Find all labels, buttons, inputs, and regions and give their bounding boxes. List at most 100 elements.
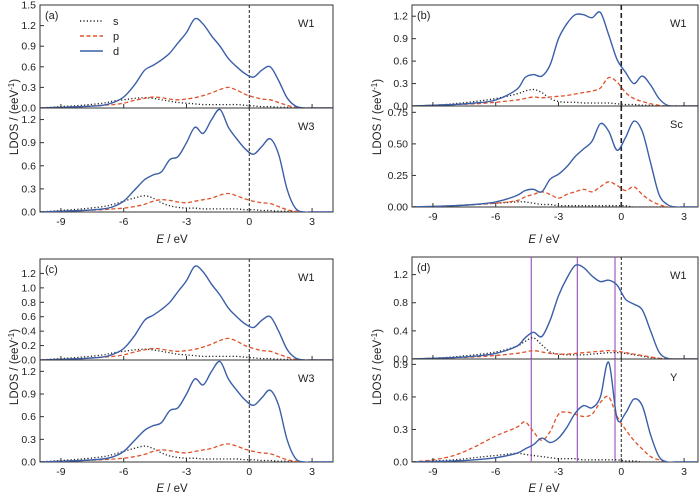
x-tick-label: -3 [182,216,191,228]
x-tick-label: -3 [182,466,191,478]
x-tick-label: -6 [491,466,500,478]
panel-label: W3 [298,121,315,133]
y-tick-label: 0.9 [393,33,408,45]
y-tick-label: 0.0 [21,355,36,367]
panel-a-w3: 0.0 0.3 0.6 0.9 1.2 -9 -6 -3 0 3 W3 [21,107,334,228]
xlabel-c: E / eV [156,483,188,495]
y-tick-label: 0.0 [21,457,36,469]
series-p-line [412,76,698,106]
series-s-line [412,337,698,359]
series-d-line [412,361,698,462]
series-s-line [40,348,333,360]
y-tick-label: 1.0 [21,282,36,294]
x-tick-label: -3 [554,211,563,223]
panel-letter: (a) [45,10,58,22]
series-d-line [412,264,698,359]
y-tick-label: 0.4 [393,325,408,337]
y-tick-label: 0.6 [21,61,36,73]
x-tick-label: 0 [246,216,252,228]
y-tick-label: 0.9 [21,41,36,53]
plot-frame [411,358,699,463]
y-tick-label: 0.0 [21,103,36,115]
series-d-line [40,360,333,462]
panel-label: Y [670,372,678,384]
series-p-line [40,86,333,108]
y-tick-label: 1.2 [393,269,408,281]
y-tick-label: 0.3 [21,183,36,195]
panel-label: Sc [670,119,683,131]
y-tick-label: 0.0 [21,207,36,219]
x-tick-label: 3 [681,211,687,223]
panel-c-w3: 0.0 0.3 0.6 0.9 1.2 -9 -6 -3 0 3 W3 [21,359,334,478]
ylabel-d: LDOS / (eeV-1) [370,329,384,405]
panel-letter: (c) [45,264,58,276]
y-tick-label: 0.8 [393,297,408,309]
y-tick-label: 0.6 [21,311,36,323]
x-tick-label: -9 [56,466,65,478]
xlabel-a: E / eV [156,234,188,246]
series-p-line [40,443,333,462]
panel-letter: (d) [417,262,430,274]
panel-label: W1 [298,272,315,284]
x-tick-label: 3 [309,466,315,478]
y-tick-label: 0.6 [21,411,36,423]
panel-a-w1: 0.0 0.3 0.6 0.9 1.2 1.5 W1 (a) [21,0,334,115]
panel-b-sc: 0.00 0.25 0.50 0.75 -9 -6 -3 0 3 Sc [388,105,699,223]
y-tick-label: 1.2 [21,20,36,32]
x-tick-label: -6 [119,216,128,228]
series-s-line [40,195,333,212]
series-p-line [40,337,333,360]
x-tick-label: -9 [428,211,437,223]
series-d-line [40,17,333,108]
x-tick-label: -3 [554,466,563,478]
y-tick-label: 0.0 [393,457,408,469]
x-tick-label: 3 [309,216,315,228]
y-tick-label: 0.3 [21,82,36,94]
y-tick-label: 0.00 [388,202,409,214]
legend: s p d [80,16,119,58]
series-s-line [40,97,333,108]
x-tick-label: -6 [119,466,128,478]
series-p-line [40,192,333,212]
y-tick-label: 0.3 [393,78,408,90]
y-tick-label: 0.75 [388,107,409,119]
panel-label: W3 [298,373,315,385]
y-tick-label: 0.3 [393,424,408,436]
ylabel-a: LDOS / (eeV-1) [7,79,21,155]
x-tick-label: -9 [428,466,437,478]
y-tick-label: 0.6 [393,56,408,68]
y-tick-label: 0.2 [21,340,36,352]
y-tick-label: 0.50 [388,138,409,150]
xlabel-d: E / eV [528,483,560,495]
xlabel-b: E / eV [528,234,560,246]
y-tick-label: 0.0 [393,354,408,366]
y-tick-label: 0.8 [21,297,36,309]
series-p-line [412,181,698,207]
x-tick-label: -9 [56,216,65,228]
y-tick-label: 0.9 [21,389,36,401]
y-tick-label: 1.2 [21,268,36,280]
panel-letter: (b) [417,10,430,22]
plot-frame [411,105,699,208]
series-d-line [40,108,333,212]
y-tick-label: 1.2 [21,366,36,378]
y-tick-label: 0.4 [21,326,36,338]
legend-d-label: d [113,46,119,58]
y-tick-label: 1.5 [21,0,36,12]
series-p-line [412,349,698,359]
panel-d-y: 0.0 0.3 0.6 0.9 -9 -6 -3 0 3 Y [393,358,699,478]
panel-label: W1 [670,18,687,30]
y-tick-label: 0.9 [21,137,36,149]
y-tick-label: 1.2 [393,11,408,23]
y-tick-label: 0.9 [393,359,408,371]
y-tick-label: 0.6 [21,160,36,172]
series-d-line [412,11,698,106]
panel-label: W1 [298,18,315,30]
x-tick-label: 0 [618,211,624,223]
x-tick-label: 3 [681,466,687,478]
x-tick-label: 0 [246,466,252,478]
legend-p-label: p [113,31,119,43]
y-tick-label: 0.3 [21,434,36,446]
legend-s-label: s [113,16,119,28]
series-d-line [40,265,333,360]
